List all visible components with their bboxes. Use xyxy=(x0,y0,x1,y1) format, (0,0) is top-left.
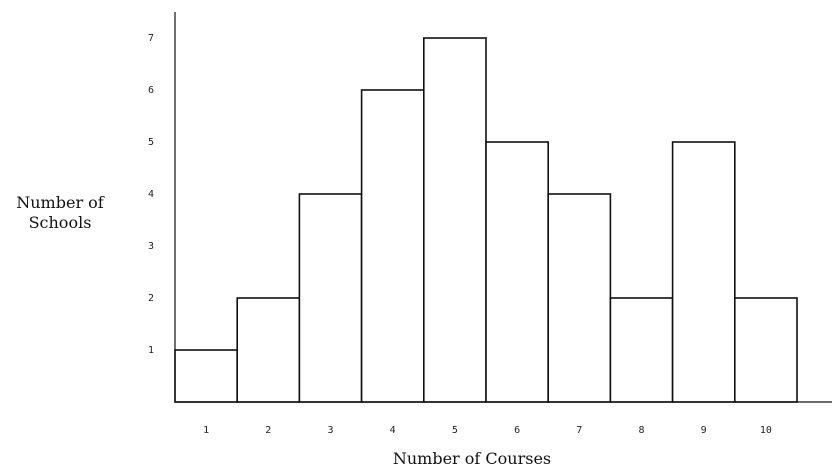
y-tick-2: 2 xyxy=(148,293,154,304)
y-tick-labels: 1 2 3 4 5 6 7 xyxy=(148,33,154,356)
bar-3 xyxy=(298,193,363,403)
x-tick-1: 1 xyxy=(203,425,209,436)
x-tick-9: 9 xyxy=(701,425,707,436)
y-axis-label-line2: Schools xyxy=(28,213,92,232)
x-tick-8: 8 xyxy=(638,425,644,436)
bar-1 xyxy=(174,349,239,403)
bar-2 xyxy=(236,297,301,403)
x-tick-labels: 1 2 3 4 5 6 7 8 9 10 xyxy=(203,425,772,436)
bar-9 xyxy=(671,141,736,403)
bar-10 xyxy=(733,297,798,403)
bar-4 xyxy=(360,89,425,403)
y-tick-5: 5 xyxy=(148,137,154,148)
bar-7 xyxy=(547,193,612,403)
y-tick-6: 6 xyxy=(148,85,154,96)
y-tick-1: 1 xyxy=(148,345,154,356)
x-tick-2: 2 xyxy=(265,425,271,436)
x-tick-7: 7 xyxy=(576,425,582,436)
x-tick-10: 10 xyxy=(760,425,772,436)
y-tick-3: 3 xyxy=(148,241,154,252)
y-axis-label-line1: Number of xyxy=(16,193,104,212)
bar-8 xyxy=(609,297,674,403)
x-axis-label: Number of Courses xyxy=(392,449,552,468)
y-axis-label: Number of Schools xyxy=(0,193,120,233)
x-tick-3: 3 xyxy=(327,425,333,436)
y-tick-4: 4 xyxy=(148,189,154,200)
y-tick-7: 7 xyxy=(148,33,154,44)
x-tick-5: 5 xyxy=(452,425,458,436)
bar-5 xyxy=(422,37,487,403)
x-tick-6: 6 xyxy=(514,425,520,436)
bar-6 xyxy=(485,141,550,403)
x-tick-4: 4 xyxy=(390,425,396,436)
bars-group xyxy=(174,37,798,403)
